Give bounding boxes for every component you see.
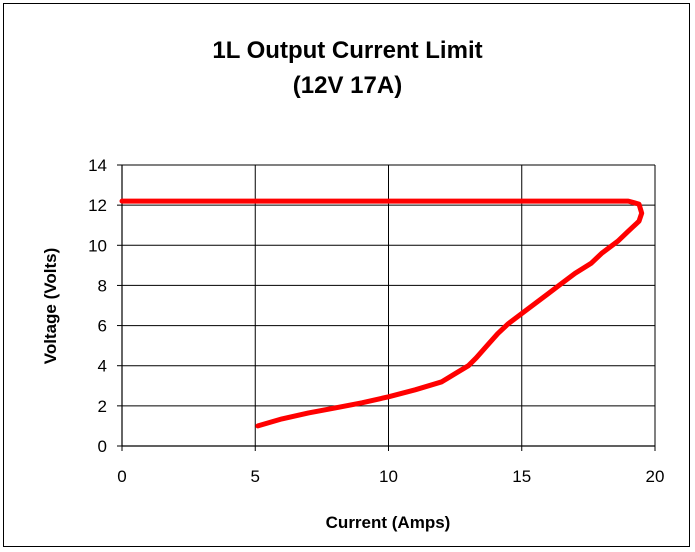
x-tick-label: 10 (379, 467, 398, 486)
y-tick-label: 4 (98, 357, 107, 376)
tick-labels: 0 5 10 15 20 0 2 4 6 8 10 12 14 (88, 156, 664, 486)
y-tick-label: 12 (88, 196, 107, 215)
chart-subtitle: (12V 17A) (292, 72, 403, 99)
y-tick-label: 0 (98, 437, 107, 456)
y-tick-label: 2 (98, 397, 107, 416)
x-tick-label: 0 (117, 467, 126, 486)
x-tick-label: 5 (251, 467, 260, 486)
series-line (119, 198, 645, 429)
series-group (119, 198, 645, 429)
y-axis-label: Voltage (Volts) (41, 248, 60, 365)
x-axis-label: Current (Amps) (326, 513, 451, 532)
axes (117, 164, 656, 451)
y-tick-label: 6 (98, 317, 107, 336)
y-tick-label: 10 (88, 236, 107, 255)
chart-title: 1L Output Current Limit (212, 37, 483, 64)
y-tick-label: 8 (98, 276, 107, 295)
x-tick-label: 20 (646, 467, 665, 486)
y-tick-label: 14 (88, 156, 107, 175)
gridlines (121, 164, 656, 447)
x-tick-label: 15 (512, 467, 531, 486)
